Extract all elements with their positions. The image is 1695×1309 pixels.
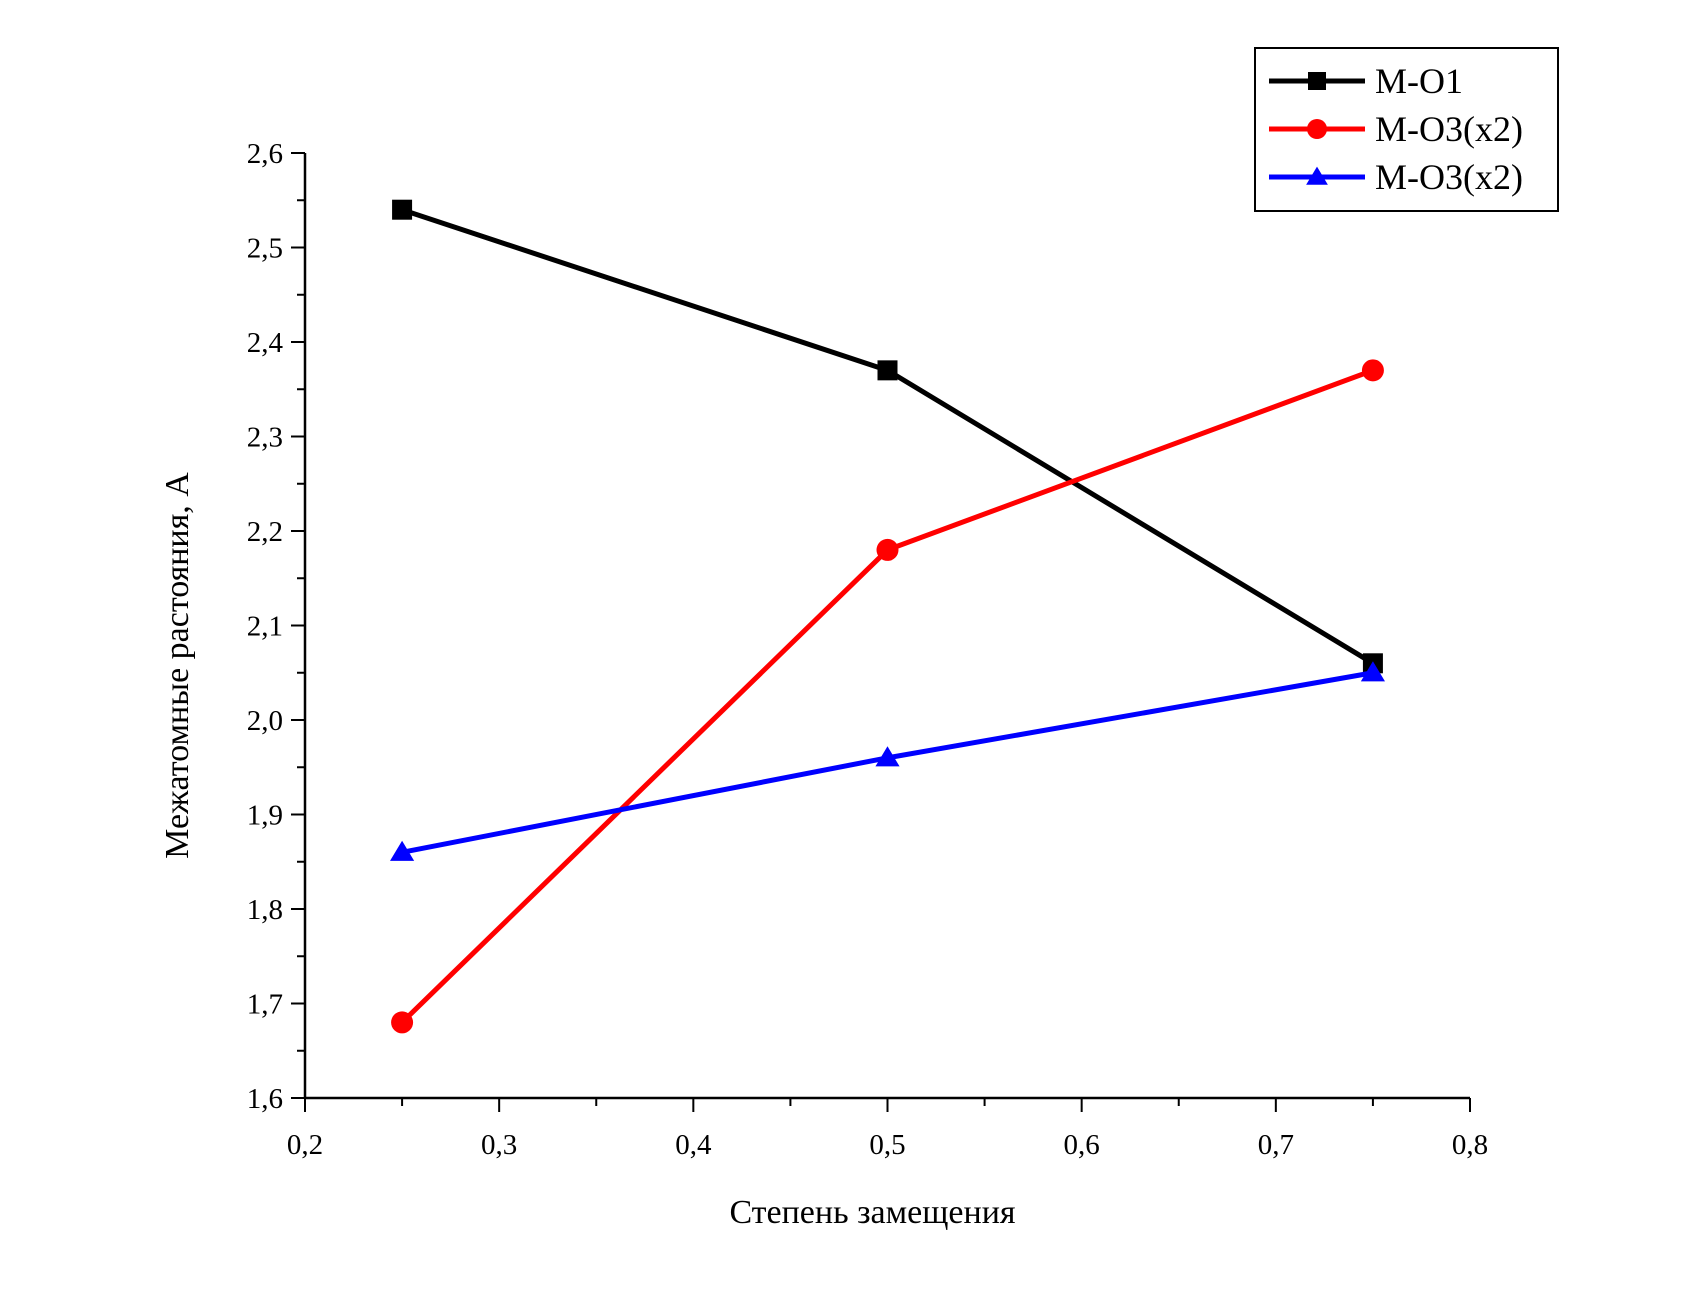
data-point-marker	[875, 746, 900, 767]
y-tick-label: 2,5	[247, 233, 283, 265]
legend-marker	[1308, 72, 1326, 90]
legend-label: M-O1	[1375, 61, 1463, 101]
legend-item: M-O3(x2)	[1269, 157, 1523, 197]
series-line	[401, 207, 1375, 666]
plot-axes: 0,2 0,3 0,4 0,5 0,6 0,7 0,8 1,6 1,7 1,8 1,9 2,0 2,1 2…	[247, 138, 1488, 1161]
x-tick-label: 0,3	[481, 1129, 517, 1161]
legend-marker	[1306, 166, 1328, 185]
y-tick-label: 2,3	[247, 422, 283, 454]
x-tick-label: 0,5	[869, 1129, 905, 1161]
x-tick-label: 0,8	[1452, 1129, 1488, 1161]
series-3	[390, 661, 1385, 861]
x-axis-title: Степень замещения	[729, 1194, 1015, 1231]
y-axis-title: Межатомные растояния, А	[159, 472, 196, 859]
legend-item: M-O3(x2)	[1269, 109, 1523, 149]
y-tick-label: 2,1	[247, 611, 283, 643]
legend-marker	[1307, 119, 1327, 139]
y-tick-label: 1,6	[247, 1083, 283, 1115]
y-tick-label: 1,8	[247, 894, 283, 926]
y-tick-label: 1,7	[247, 989, 283, 1021]
data-point-marker	[392, 199, 413, 220]
data-point-marker	[390, 840, 415, 861]
legend-item: M-O1	[1269, 61, 1463, 101]
x-tick-label: 0,2	[287, 1129, 323, 1161]
data-point-marker	[1360, 661, 1385, 682]
x-tick-label: 0,6	[1064, 1129, 1100, 1161]
legend-label: M-O3(x2)	[1375, 157, 1523, 197]
legend-label: M-O3(x2)	[1375, 109, 1523, 149]
series-2	[391, 359, 1384, 1034]
y-tick-label: 1,9	[247, 800, 283, 832]
series-1	[392, 199, 1383, 674]
y-tick-label: 2,4	[247, 327, 284, 359]
legend: M-O1 M-O3(x2) M-O3(x2)	[1254, 47, 1559, 212]
x-tick-label: 0,4	[675, 1129, 712, 1161]
y-tick-label: 2,0	[247, 705, 283, 737]
data-point-marker	[877, 360, 898, 381]
y-tick-label: 2,2	[247, 516, 283, 548]
plot-series	[390, 199, 1385, 1034]
data-point-marker	[391, 1011, 414, 1034]
y-tick-label: 2,6	[247, 138, 283, 170]
data-point-marker	[876, 538, 899, 561]
data-point-marker	[1361, 359, 1384, 382]
x-tick-label: 0,7	[1258, 1129, 1294, 1161]
